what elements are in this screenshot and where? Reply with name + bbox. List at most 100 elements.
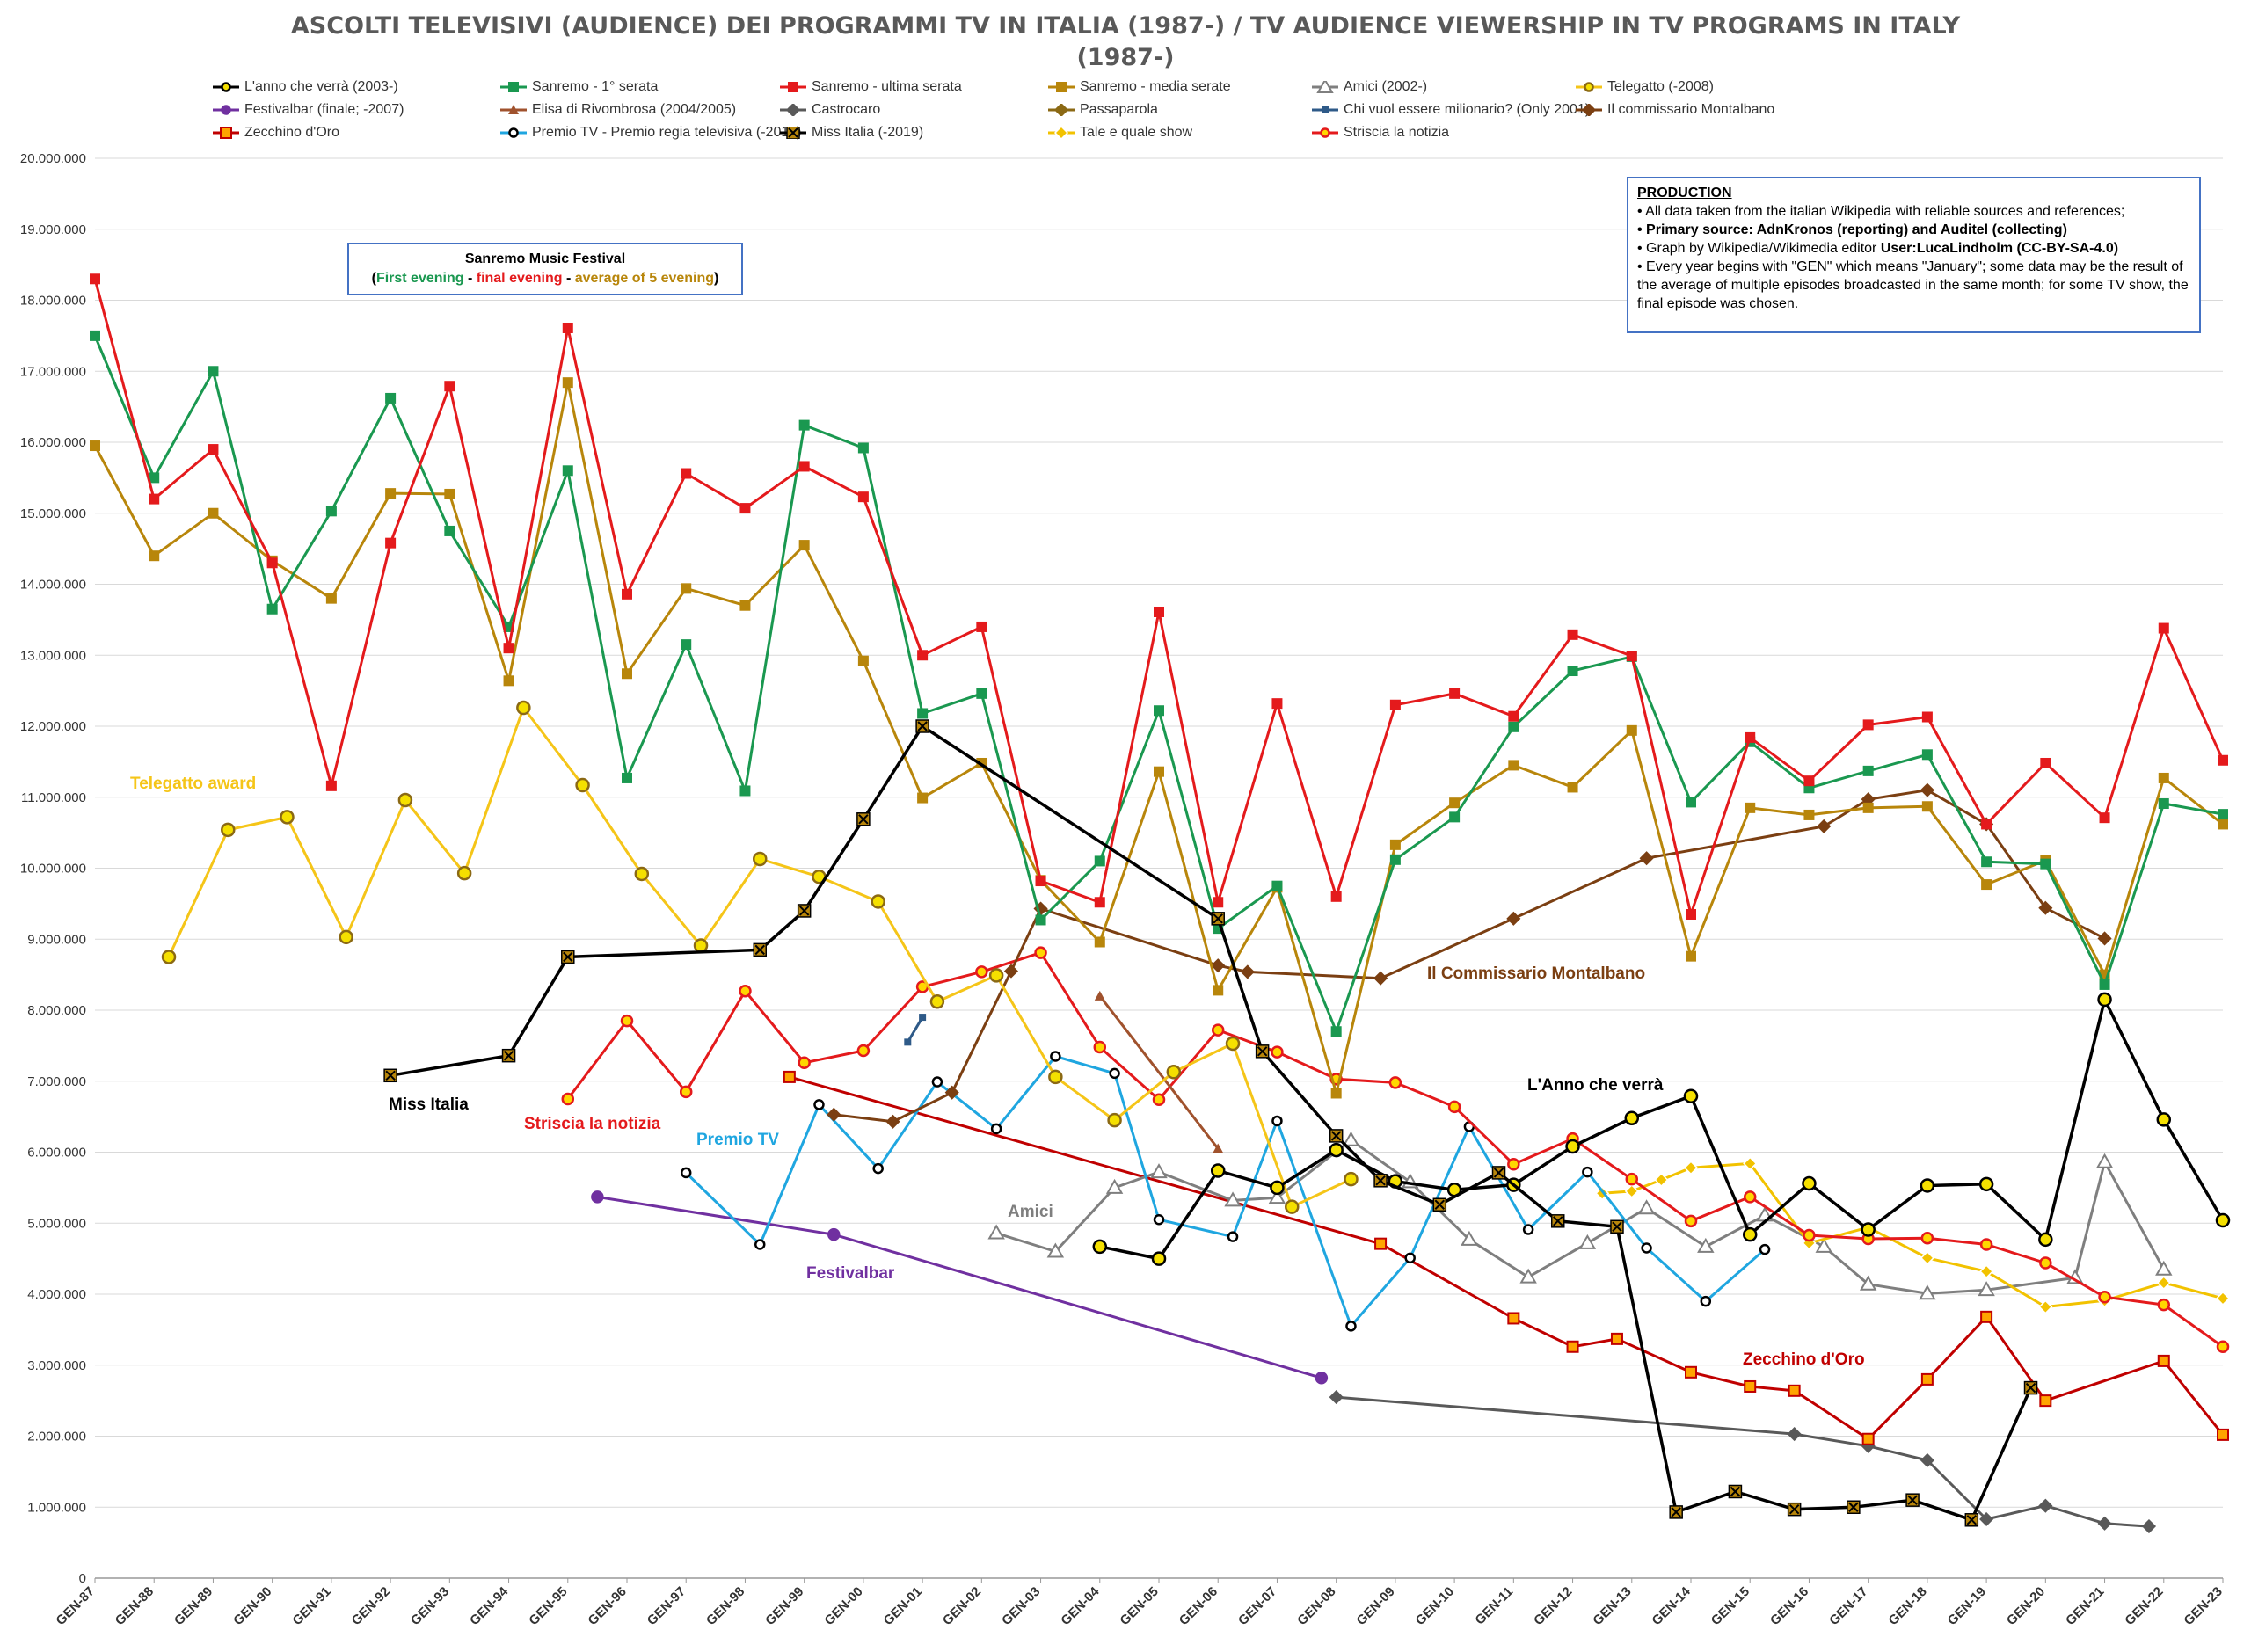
data-point: [1920, 1231, 1934, 1245]
y-tick-label: 20.000.000: [20, 151, 86, 166]
data-point: [1685, 1365, 1697, 1379]
data-point: [1344, 1171, 1359, 1187]
annotation-miss-italia: Miss Italia: [389, 1095, 469, 1114]
data-point: [1166, 1065, 1182, 1080]
data-point: [681, 468, 692, 479]
data-point: [1920, 1452, 1934, 1468]
data-point: [1315, 1372, 1329, 1385]
data-point: [1107, 1112, 1122, 1128]
x-tick-label: GEN-22: [2122, 1584, 2166, 1628]
data-point: [693, 938, 709, 953]
data-point: [2158, 622, 2169, 634]
data-point: [325, 780, 337, 791]
series-miss-italia-2019-: [383, 719, 2038, 1527]
y-tick-label: 19.000.000: [20, 222, 86, 237]
data-point: [1979, 1511, 1994, 1527]
data-point: [575, 777, 590, 793]
data-point: [1404, 1252, 1416, 1264]
data-point: [1154, 606, 1164, 617]
data-point: [508, 105, 519, 114]
data-point: [1584, 82, 1594, 92]
data-point: [1567, 782, 1578, 793]
production-box: PRODUCTION • All data taken from the ita…: [1627, 177, 2201, 333]
data-point: [1578, 1234, 1597, 1249]
series-l-anno-che-verr-2003-: [1092, 992, 2231, 1266]
data-point: [1626, 651, 1637, 662]
data-point: [1150, 1163, 1168, 1179]
legend-label: Castrocaro: [812, 102, 881, 117]
data-point: [1271, 1115, 1283, 1127]
annotation-montalbano: Il Commissario Montalbano: [1427, 964, 1646, 983]
data-point: [1920, 1178, 1935, 1193]
y-tick-label: 17.000.000: [20, 364, 86, 379]
data-point: [1092, 1239, 1108, 1255]
legend-item: Amici (2002-): [1310, 79, 1427, 95]
y-tick-label: 10.000.000: [20, 862, 86, 877]
series-line: [597, 1195, 1322, 1379]
data-point: [1329, 1390, 1344, 1405]
data-point: [1654, 1172, 1669, 1188]
data-point-cross: [1330, 1131, 1342, 1141]
data-point: [2158, 798, 2169, 810]
legend-swatch: [1576, 82, 1602, 92]
legend-label: Elisa di Rivombrosa (2004/2005): [532, 102, 737, 117]
legend-swatch: [1048, 127, 1075, 139]
data-point: [739, 600, 751, 611]
chart-title: ASCOLTI TELEVISIVI (AUDIENCE) DEI PROGRA…: [0, 11, 2251, 74]
production-line-1: • All data taken from the italian Wikipe…: [1637, 204, 2125, 219]
data-point: [456, 865, 472, 881]
data-point: [1684, 1214, 1698, 1228]
data-point: [2156, 1276, 2171, 1291]
data-point: [857, 655, 869, 666]
data-point: [2097, 1516, 2112, 1531]
legend-label: Chi vuol essere milionario? (Only 2001): [1344, 102, 1591, 117]
data-point: [1053, 104, 1069, 116]
legend-item: Tale e quale show: [1046, 125, 1192, 141]
data-point: [620, 1014, 634, 1028]
series-line: [93, 381, 2224, 1095]
data-point: [1745, 802, 1756, 813]
data-point: [208, 366, 219, 377]
data-point: [2157, 1354, 2170, 1367]
data-point-cross: [1213, 913, 1223, 924]
legend-item: Sanremo - 1° serata: [499, 79, 658, 95]
series-sanremo-ultima-serata: [90, 273, 2228, 920]
series-telegatto-2008-: [161, 700, 1359, 1214]
data-point: [857, 491, 869, 503]
data-point-cross: [1553, 1216, 1563, 1226]
data-point: [1508, 760, 1519, 771]
data-point: [1803, 775, 1815, 787]
chart-legend: L'anno che verrà (2003-) Sanremo - 1° ser…: [211, 79, 1774, 149]
data-point: [753, 851, 768, 867]
x-tick-label: GEN-16: [1767, 1584, 1811, 1628]
data-point: [1210, 1163, 1226, 1178]
data-point: [1109, 1067, 1120, 1080]
data-point: [149, 472, 160, 484]
data-point: [2099, 812, 2110, 824]
y-tick-label: 8.000.000: [27, 1003, 86, 1018]
data-point: [508, 127, 519, 138]
data-point: [1034, 946, 1047, 959]
data-point: [1330, 1088, 1342, 1099]
x-tick-label: GEN-96: [585, 1584, 629, 1628]
sanremo-first-label: First evening: [375, 271, 464, 286]
data-point: [931, 1076, 943, 1088]
data-point: [1861, 1222, 1876, 1237]
data-point: [1003, 964, 1019, 979]
data-point: [680, 1167, 692, 1179]
y-tick-label: 14.000.000: [20, 578, 86, 593]
legend-swatch: [213, 127, 239, 139]
sanremo-final-label: final evening: [476, 271, 563, 286]
series-premio-tv-premio-regia-televisiva-2015-: [680, 1051, 1771, 1332]
y-tick-label: 4.000.000: [27, 1287, 86, 1302]
data-point: [681, 639, 692, 651]
data-point: [397, 792, 413, 808]
data-point: [856, 1044, 871, 1058]
data-point-cross: [1788, 1503, 1800, 1515]
data-point: [1979, 1238, 1993, 1251]
data-point: [90, 440, 100, 452]
data-point: [1788, 1384, 1801, 1397]
data-point: [1105, 1178, 1124, 1194]
annotation-zecchino: Zecchino d'Oro: [1743, 1350, 1865, 1369]
series-line: [566, 951, 2224, 1349]
